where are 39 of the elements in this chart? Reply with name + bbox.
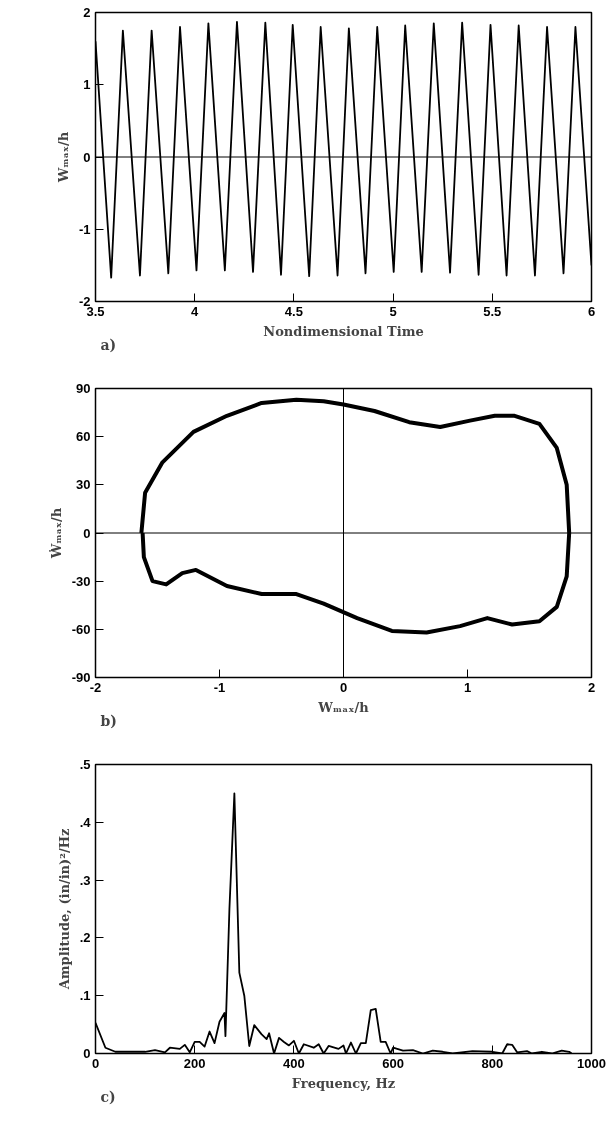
y-tick-label: 90 <box>76 381 91 396</box>
y-tick-label: 60 <box>76 429 91 445</box>
y-tick-label: .3 <box>79 872 91 888</box>
x-tick-label: 4 <box>191 303 200 319</box>
x-tick-label: 5 <box>389 303 397 319</box>
y-tick-label: .1 <box>79 988 91 1004</box>
y-tick-label: 0 <box>83 525 91 541</box>
y-tick-label: -90 <box>71 670 91 685</box>
x-axis-title: Wₘₐₓ/h <box>317 699 370 715</box>
x-axis-title: Frequency, Hz <box>291 1075 396 1091</box>
text: c) <box>100 1088 116 1105</box>
y-axis-title: Amplitude, (in/in)²/Hz <box>56 828 72 991</box>
x-tick-label: 5.5 <box>483 303 502 319</box>
x-tick-label: 800 <box>481 1055 504 1071</box>
x-tick-label: 1 <box>463 679 472 695</box>
text: a) <box>100 336 117 353</box>
y-axis-title: Ẇₘₐₓ/h <box>48 507 64 560</box>
y-tick-label: .5 <box>79 757 91 772</box>
y-tick-label: 2 <box>83 5 91 20</box>
x-tick-label: 400 <box>283 1055 305 1071</box>
y-tick-label: .4 <box>79 814 92 830</box>
y-tick-label: -30 <box>71 573 91 589</box>
y-axis-title: Wₘₐₓ/h <box>55 131 71 184</box>
x-tick-label: 600 <box>382 1055 404 1071</box>
x-tick-label: -1 <box>213 679 226 695</box>
y-tick-label: -60 <box>71 621 91 637</box>
text: b) <box>100 712 117 729</box>
y-tick-label: -1 <box>78 221 91 237</box>
x-tick-label: 1000 <box>577 1055 606 1071</box>
x-tick-label: 4.5 <box>284 303 303 319</box>
y-tick-label: 30 <box>76 477 91 493</box>
x-tick-label: 200 <box>183 1055 206 1071</box>
x-tick-label: 6 <box>587 303 596 319</box>
y-tick-label: .2 <box>79 930 91 946</box>
x-tick-label: 0 <box>339 679 348 695</box>
y-tick-label: 0 <box>83 149 91 165</box>
y-tick-label: 1 <box>83 77 91 93</box>
x-tick-label: 2 <box>587 679 596 695</box>
x-axis-title: Nondimensional Time <box>263 323 424 339</box>
